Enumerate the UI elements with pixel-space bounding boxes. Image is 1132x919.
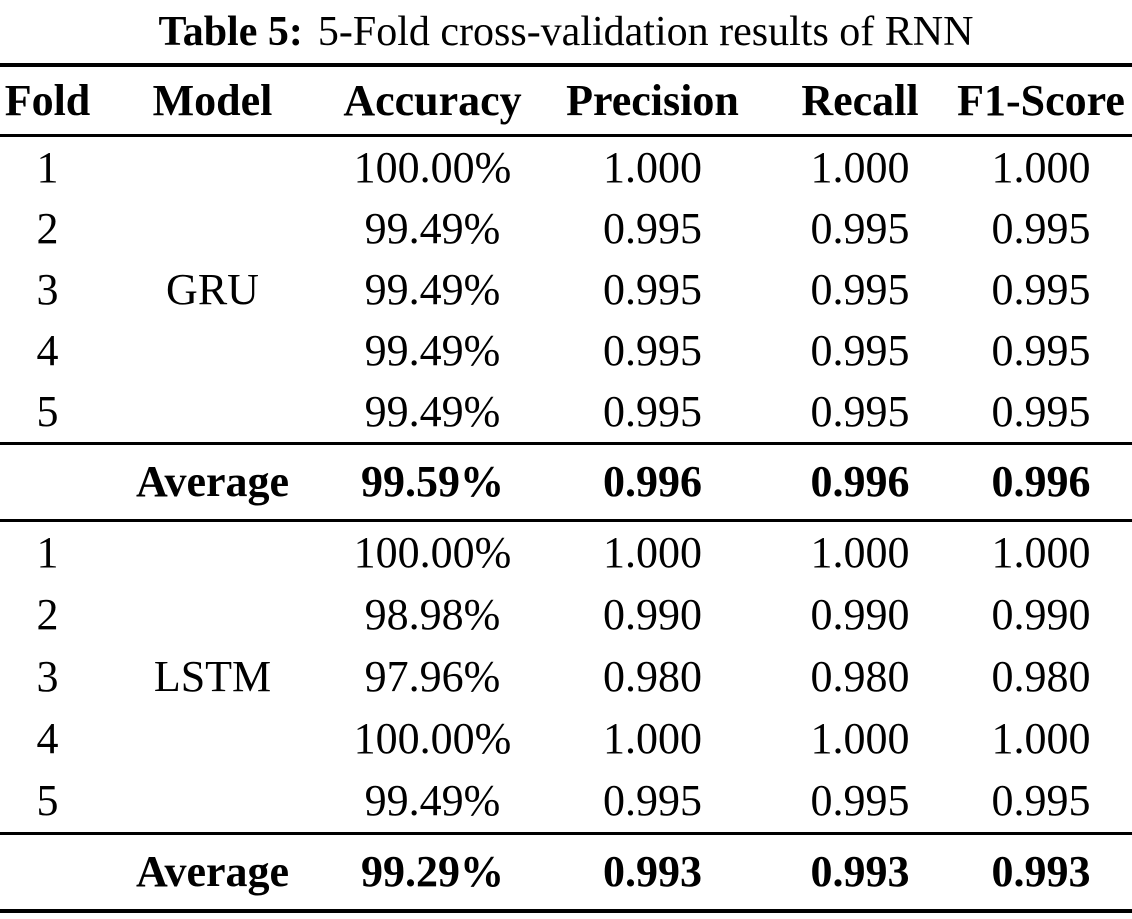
recall-cell: 0.995 [810, 325, 910, 375]
accuracy-cell: 98.98% [364, 590, 501, 639]
fold-cell: 2 [36, 590, 59, 639]
table-row: 4 100.00% 1.000 1.000 1.000 [0, 708, 1132, 770]
f1-cell: 0.995 [991, 325, 1091, 375]
accuracy-cell: 97.96% [364, 652, 501, 701]
recall-cell: 0.995 [810, 386, 910, 436]
accuracy-cell: 99.49% [364, 264, 501, 314]
recall-cell: 0.990 [810, 590, 910, 639]
accuracy-cell: 99.29% [361, 847, 504, 896]
fold-cell: 3 [36, 652, 59, 701]
column-header-accuracy: Accuracy [330, 65, 535, 137]
f1-cell: 0.995 [991, 264, 1091, 314]
lstm-average-row: Average 99.29% 0.993 0.993 0.993 [0, 833, 1132, 912]
column-header-model: Model [95, 65, 330, 137]
fold-cell: 4 [36, 325, 59, 375]
precision-cell: 0.995 [603, 264, 702, 314]
recall-cell: 0.995 [810, 203, 910, 253]
table-row: 1 LSTM 100.00% 1.000 1.000 1.000 [0, 521, 1132, 699]
model-cell: GRU [166, 264, 259, 314]
precision-cell: 0.990 [603, 590, 702, 639]
f1-cell: 0.995 [991, 776, 1091, 825]
results-table: Fold Model Accuracy Precision Recall F1-… [0, 63, 1132, 913]
model-cell: LSTM [153, 652, 272, 701]
recall-cell: 1.000 [810, 714, 910, 763]
fold-cell: 1 [36, 528, 59, 577]
table-row: 2 99.49% 0.995 0.995 0.995 [0, 198, 1132, 259]
fold-cell: 2 [36, 203, 59, 253]
average-row: Average 99.29% 0.993 0.993 0.993 [0, 834, 1132, 912]
accuracy-cell: 99.59% [361, 457, 504, 506]
table-row: 5 99.49% 0.995 0.995 0.995 [0, 770, 1132, 834]
gru-average-row: Average 99.59% 0.996 0.996 0.996 [0, 443, 1132, 521]
column-header-f1-score: F1-Score [950, 65, 1132, 137]
f1-cell: 1.000 [991, 142, 1091, 192]
table-row: 3 97.96% 0.980 0.980 0.980 [0, 646, 1132, 708]
accuracy-cell: 99.49% [364, 325, 501, 375]
average-label-cell: Average [135, 457, 290, 506]
fold-cell: 5 [36, 776, 59, 825]
precision-cell: 0.995 [603, 776, 702, 825]
fold-cell: 5 [36, 386, 59, 436]
fold-cell: 4 [36, 714, 59, 763]
fold-cell-empty [0, 834, 95, 912]
precision-cell: 1.000 [603, 142, 702, 192]
header-row: Fold Model Accuracy Precision Recall F1-… [0, 65, 1132, 137]
column-header-recall: Recall [770, 65, 950, 137]
table-header: Fold Model Accuracy Precision Recall F1-… [0, 65, 1132, 137]
table-row: 2 98.98% 0.990 0.990 0.990 [0, 584, 1132, 646]
recall-cell: 0.995 [810, 264, 910, 314]
recall-cell: 0.993 [810, 847, 910, 896]
accuracy-cell: 99.49% [364, 776, 501, 825]
recall-cell: 0.995 [810, 776, 910, 825]
f1-cell: 0.990 [991, 590, 1091, 639]
fold-cell-empty [0, 444, 95, 521]
f1-cell: 1.000 [991, 714, 1091, 763]
recall-cell: 0.996 [810, 457, 910, 506]
fold-cell: 1 [36, 142, 59, 192]
precision-cell: 0.995 [603, 203, 702, 253]
average-label-cell: Average [135, 847, 290, 896]
precision-cell: 0.995 [603, 325, 702, 375]
table-row: 5 99.49% 0.995 0.995 0.995 [0, 381, 1132, 444]
accuracy-cell: 100.00% [353, 714, 512, 763]
recall-cell: 1.000 [810, 142, 910, 192]
precision-cell: 0.995 [603, 386, 702, 436]
accuracy-cell: 99.49% [364, 386, 501, 436]
precision-cell: 0.993 [603, 847, 702, 896]
precision-cell: 0.996 [603, 457, 702, 506]
f1-cell: 1.000 [991, 528, 1091, 577]
f1-cell: 0.980 [991, 652, 1091, 701]
caption-text: 5-Fold cross-validation results of RNN [317, 8, 974, 55]
f1-cell: 0.993 [991, 847, 1091, 896]
recall-cell: 0.980 [810, 652, 910, 701]
precision-cell: 0.980 [603, 652, 702, 701]
table-caption: Table 5: 5-Fold cross-validation results… [0, 0, 1132, 63]
f1-cell: 0.996 [991, 457, 1091, 506]
precision-cell: 1.000 [603, 714, 702, 763]
average-row: Average 99.59% 0.996 0.996 0.996 [0, 444, 1132, 521]
f1-cell: 0.995 [991, 203, 1091, 253]
caption-label: Table 5: [158, 8, 303, 55]
column-header-fold: Fold [0, 65, 95, 137]
accuracy-cell: 100.00% [353, 528, 512, 577]
gru-rows: 1 GRU 100.00% 1.000 1.000 1.000 2 99.49%… [0, 136, 1132, 444]
table-row: 1 GRU 100.00% 1.000 1.000 1.000 [0, 136, 1132, 311]
column-header-precision: Precision [535, 65, 770, 137]
precision-cell: 1.000 [603, 528, 702, 577]
accuracy-cell: 99.49% [364, 203, 501, 253]
recall-cell: 1.000 [810, 528, 910, 577]
lstm-rows: 1 LSTM 100.00% 1.000 1.000 1.000 2 98.98… [0, 521, 1132, 834]
fold-cell: 3 [36, 264, 59, 314]
table-row: 4 99.49% 0.995 0.995 0.995 [0, 320, 1132, 381]
accuracy-cell: 100.00% [353, 142, 512, 192]
table-row: 3 99.49% 0.995 0.995 0.995 [0, 259, 1132, 320]
f1-cell: 0.995 [991, 386, 1091, 436]
